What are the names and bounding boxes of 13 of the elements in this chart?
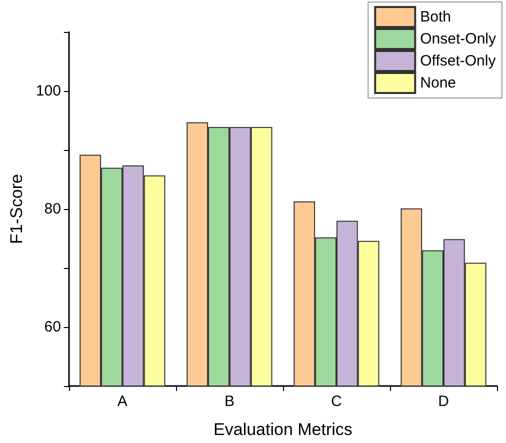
legend-label: Onset-Only	[420, 30, 496, 48]
y-tick-label: 60	[44, 318, 61, 336]
x-tick-label: C	[331, 393, 342, 410]
legend-label: Offset-Only	[420, 52, 496, 70]
y-tick-label: 100	[36, 82, 61, 100]
x-tick-label: D	[438, 393, 450, 410]
x-tick-label: B	[224, 393, 234, 410]
x-axis-title: Evaluation Metrics	[214, 420, 352, 439]
legend-label: Both	[420, 8, 451, 26]
legend-label: None	[420, 74, 456, 92]
x-tick-label: A	[117, 393, 128, 410]
y-tick-label: 80	[44, 200, 61, 218]
y-axis-title: F1-Score	[7, 174, 26, 244]
